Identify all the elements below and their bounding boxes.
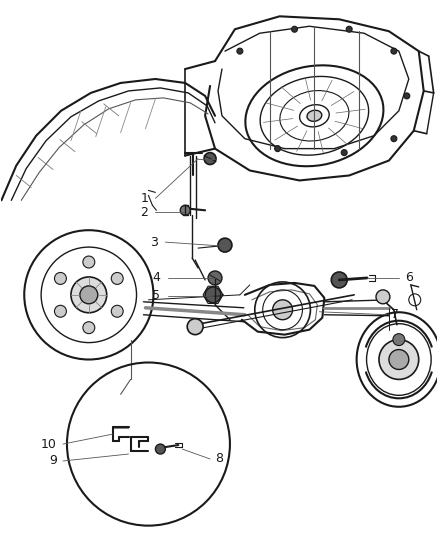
Ellipse shape xyxy=(307,110,322,122)
Circle shape xyxy=(208,271,222,285)
Text: 7: 7 xyxy=(391,308,399,321)
Circle shape xyxy=(218,238,232,252)
Text: 10: 10 xyxy=(41,438,57,450)
Circle shape xyxy=(80,286,98,304)
Text: 8: 8 xyxy=(215,453,223,465)
Circle shape xyxy=(83,256,95,268)
Polygon shape xyxy=(113,427,129,429)
Circle shape xyxy=(292,26,297,32)
Circle shape xyxy=(379,340,419,379)
Text: 2: 2 xyxy=(141,206,148,219)
Circle shape xyxy=(391,136,397,142)
Circle shape xyxy=(404,93,410,99)
Circle shape xyxy=(111,305,123,317)
Circle shape xyxy=(205,287,221,303)
Circle shape xyxy=(237,48,243,54)
Circle shape xyxy=(376,290,390,304)
Circle shape xyxy=(180,205,190,215)
Circle shape xyxy=(389,350,409,369)
Circle shape xyxy=(331,272,347,288)
Circle shape xyxy=(275,146,281,151)
Circle shape xyxy=(54,305,67,317)
Circle shape xyxy=(111,272,123,285)
Circle shape xyxy=(393,334,405,345)
Circle shape xyxy=(204,152,216,165)
Circle shape xyxy=(187,319,203,335)
Circle shape xyxy=(83,322,95,334)
Text: 9: 9 xyxy=(49,455,57,467)
Text: 1: 1 xyxy=(141,192,148,205)
Circle shape xyxy=(155,444,165,454)
Text: 6: 6 xyxy=(405,271,413,285)
Circle shape xyxy=(391,48,397,54)
Circle shape xyxy=(346,26,352,32)
Circle shape xyxy=(273,300,293,320)
Circle shape xyxy=(71,277,107,313)
Circle shape xyxy=(54,272,67,285)
Text: 4: 4 xyxy=(152,271,160,285)
Text: 3: 3 xyxy=(151,236,159,248)
Circle shape xyxy=(341,150,347,156)
Text: 5: 5 xyxy=(152,289,160,302)
